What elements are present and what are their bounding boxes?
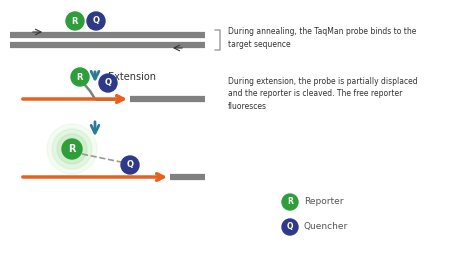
Circle shape (66, 12, 84, 30)
Text: Q: Q (92, 17, 100, 26)
Circle shape (282, 219, 298, 235)
Text: Q: Q (287, 222, 293, 231)
Circle shape (87, 12, 105, 30)
Text: Quencher: Quencher (304, 222, 348, 231)
Circle shape (52, 129, 92, 169)
Text: R: R (68, 144, 76, 154)
Text: Q: Q (127, 160, 134, 170)
Text: R: R (287, 198, 293, 206)
Text: During extension, the probe is partially displaced
and the reporter is cleaved. : During extension, the probe is partially… (228, 77, 418, 111)
Text: During annealing, the TaqMan probe binds to the
target sequence: During annealing, the TaqMan probe binds… (228, 27, 416, 49)
Circle shape (71, 68, 89, 86)
Circle shape (47, 124, 97, 174)
Circle shape (121, 156, 139, 174)
Text: R: R (72, 17, 78, 26)
Text: Extension: Extension (108, 72, 156, 82)
Text: Q: Q (104, 78, 111, 88)
Circle shape (62, 139, 82, 159)
Text: R: R (77, 73, 83, 81)
Circle shape (99, 74, 117, 92)
Circle shape (282, 194, 298, 210)
Text: Reporter: Reporter (304, 198, 344, 206)
Circle shape (57, 134, 87, 164)
